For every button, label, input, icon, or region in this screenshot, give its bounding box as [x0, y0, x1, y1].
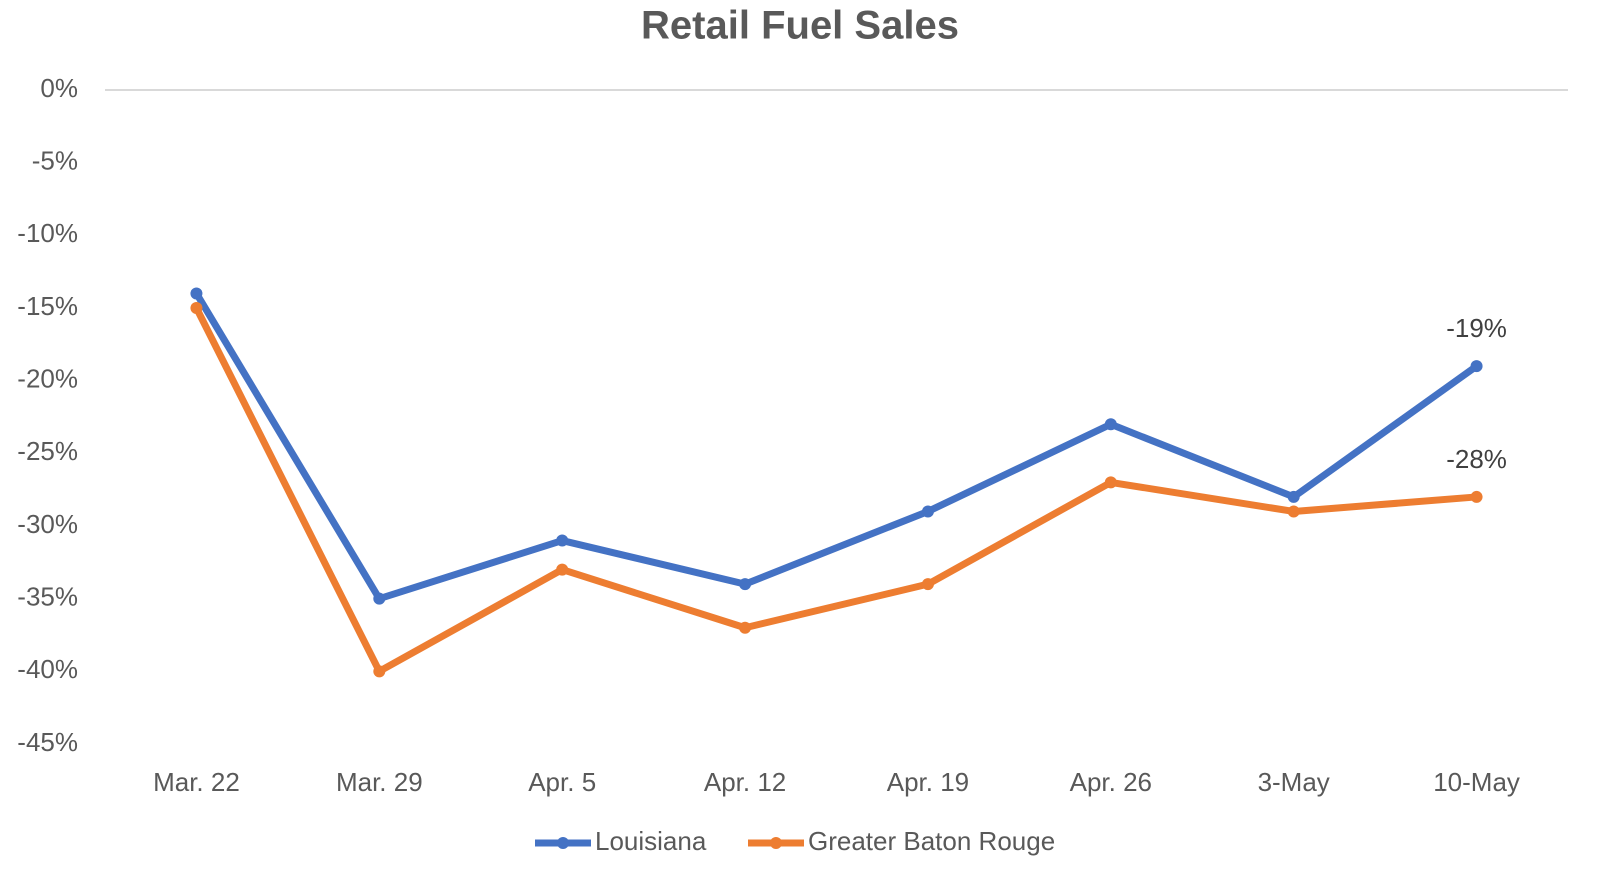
- point: [921, 505, 934, 518]
- point: [1287, 490, 1300, 503]
- data-label: -19%: [1446, 313, 1507, 343]
- x-tick-label: Mar. 22: [153, 767, 240, 797]
- legend-marker: [557, 837, 569, 849]
- x-tick-label: Mar. 29: [336, 767, 423, 797]
- y-tick-label: -15%: [17, 291, 78, 321]
- series-line: [193, 291, 1479, 603]
- x-tick-label: 3-May: [1258, 767, 1330, 797]
- point: [373, 665, 386, 678]
- series-line: [193, 306, 1477, 675]
- point: [921, 578, 934, 591]
- x-tick-label: 10-May: [1433, 767, 1520, 797]
- point: [1104, 418, 1117, 431]
- point: [739, 621, 752, 634]
- y-tick-label: -5%: [32, 146, 78, 176]
- x-tick-label: Apr. 26: [1070, 767, 1152, 797]
- y-tick-label: -30%: [17, 509, 78, 539]
- y-tick-label: 0%: [40, 73, 78, 103]
- point: [190, 302, 203, 314]
- point: [190, 287, 203, 300]
- legend-label: Greater Baton Rouge: [808, 826, 1055, 856]
- y-tick-label: -45%: [17, 727, 78, 757]
- y-tick-label: -40%: [17, 654, 78, 684]
- point: [373, 592, 386, 605]
- y-tick-label: -25%: [17, 436, 78, 466]
- point: [1470, 490, 1483, 503]
- x-tick-label: Apr. 12: [704, 767, 786, 797]
- legend-label: Louisiana: [595, 826, 707, 856]
- data-label: -28%: [1446, 444, 1507, 474]
- point: [739, 578, 752, 591]
- point: [1470, 360, 1483, 373]
- legend-marker: [770, 837, 782, 849]
- y-tick-label: -35%: [17, 582, 78, 612]
- x-tick-label: Apr. 19: [887, 767, 969, 797]
- x-tick-label: Apr. 5: [528, 767, 596, 797]
- y-tick-label: -20%: [17, 364, 78, 394]
- point: [556, 563, 569, 576]
- point: [1104, 476, 1117, 489]
- chart-title: Retail Fuel Sales: [641, 4, 959, 48]
- point: [556, 534, 569, 547]
- point: [1287, 505, 1300, 518]
- y-tick-label: -10%: [17, 218, 78, 248]
